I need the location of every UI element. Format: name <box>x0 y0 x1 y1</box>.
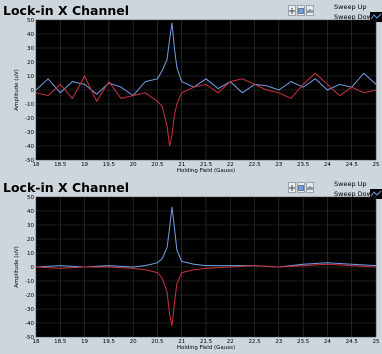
legend-label: Sweep Up <box>334 180 367 188</box>
y-axis-label: Amplitude (uV) <box>14 246 20 287</box>
x-tick-label: 23 <box>275 339 282 345</box>
graph-palette[interactable] <box>288 5 314 16</box>
x-tick-label: 19.5 <box>103 339 116 345</box>
x-tick-label: 23.5 <box>297 339 310 345</box>
series-line-sweep-down <box>35 263 377 326</box>
x-tick-label: 22.5 <box>248 162 261 168</box>
y-axis-label: Amplitude (uV) <box>14 69 20 110</box>
crosshair-cursor-icon[interactable] <box>288 182 296 193</box>
x-tick-label: 18 <box>33 339 40 345</box>
y-tick-label: -30 <box>25 130 34 136</box>
y-tick-label: 20 <box>27 237 34 243</box>
y-tick-label: -20 <box>25 116 34 122</box>
zoom-icon[interactable] <box>297 182 305 193</box>
legend-item: Sweep Up <box>334 2 382 12</box>
legend-item: Sweep Up <box>334 179 382 189</box>
x-tick-label: 18 <box>33 162 40 168</box>
x-tick-label: 24.5 <box>346 162 359 168</box>
series-line-sweep-up <box>35 22 377 97</box>
y-tick-label: 10 <box>27 251 34 257</box>
line-chart: 18 18.5 19 19.5 20 20.5 21 21.5 22 22.5 23 23.5 24 24… <box>14 195 380 351</box>
legend-label: Sweep Up <box>334 3 367 11</box>
x-tick-label: 21.5 <box>200 339 213 345</box>
y-tick-label: 20 <box>27 60 34 66</box>
x-tick-label: 19.5 <box>103 162 116 168</box>
x-tick-label: 22 <box>227 339 234 345</box>
x-tick-label: 21.5 <box>200 162 213 168</box>
y-tick-label: 40 <box>27 32 34 38</box>
series-line-sweep-down <box>35 72 377 147</box>
y-tick-label: -20 <box>25 293 34 299</box>
legend-label: Sweep Down <box>334 190 377 198</box>
x-tick-label: 25 <box>373 162 380 168</box>
x-tick-label: 24 <box>324 339 331 345</box>
y-tick-label: -10 <box>25 102 34 108</box>
y-tick-label: -50 <box>25 335 34 341</box>
y-tick-label: -10 <box>25 279 34 285</box>
x-tick-label: 19 <box>81 162 88 168</box>
x-tick-label: 24.5 <box>346 339 359 345</box>
chart-panel-top: Lock-in X Channel Sweep Up Sweep Down 18… <box>3 0 382 174</box>
x-tick-label: 19 <box>81 339 88 345</box>
zoom-icon[interactable] <box>297 5 305 16</box>
x-tick-label: 23 <box>275 162 282 168</box>
x-tick-label: 21 <box>178 162 185 168</box>
x-tick-label: 20.5 <box>151 339 164 345</box>
x-axis-label: Holding Field (Gauss) <box>177 168 235 174</box>
graph-palette[interactable] <box>288 182 314 193</box>
panel-title: Lock-in X Channel <box>3 180 130 195</box>
crosshair-cursor-icon[interactable] <box>288 5 296 16</box>
x-tick-label: 20 <box>130 339 137 345</box>
x-tick-label: 21 <box>178 339 185 345</box>
y-tick-label: 40 <box>27 209 34 215</box>
y-tick-label: 10 <box>27 74 34 80</box>
y-tick-label: 50 <box>27 195 34 201</box>
x-tick-label: 20.5 <box>151 162 164 168</box>
x-tick-label: 24 <box>324 162 331 168</box>
plot-legend: Sweep Up Sweep Down <box>334 0 382 26</box>
legend-label: Sweep Down <box>334 13 377 21</box>
chart-panel-bottom: Lock-in X Channel Sweep Up Sweep Down 18… <box>0 177 382 354</box>
x-axis-label: Holding Field (Gauss) <box>177 345 235 351</box>
panel-title: Lock-in X Channel <box>3 3 130 18</box>
legend-swatch <box>370 12 382 22</box>
x-tick-label: 18.5 <box>54 162 67 168</box>
legend-item: Sweep Down <box>334 189 382 199</box>
pan-hand-icon[interactable] <box>306 5 314 16</box>
x-tick-label: 22.5 <box>248 339 261 345</box>
y-tick-label: 50 <box>27 18 34 24</box>
y-tick-label: -40 <box>25 144 34 150</box>
y-tick-label: 30 <box>27 46 34 52</box>
line-chart: 18 18.5 19 19.5 20 20.5 21 21.5 22 22.5 23 23.5 24 24… <box>14 18 380 174</box>
y-tick-label: -50 <box>25 158 34 164</box>
plot-legend: Sweep Up Sweep Down <box>334 177 382 203</box>
x-tick-label: 20 <box>130 162 137 168</box>
y-tick-label: 30 <box>27 223 34 229</box>
x-tick-label: 22 <box>227 162 234 168</box>
legend-swatch <box>370 189 382 199</box>
y-tick-label: 0 <box>31 265 35 271</box>
y-tick-label: -40 <box>25 321 34 327</box>
x-tick-label: 23.5 <box>297 162 310 168</box>
x-tick-label: 18.5 <box>54 339 67 345</box>
legend-item: Sweep Down <box>334 12 382 22</box>
pan-hand-icon[interactable] <box>306 182 314 193</box>
x-tick-label: 25 <box>373 339 380 345</box>
y-tick-label: 0 <box>31 88 35 94</box>
y-tick-label: -30 <box>25 307 34 313</box>
